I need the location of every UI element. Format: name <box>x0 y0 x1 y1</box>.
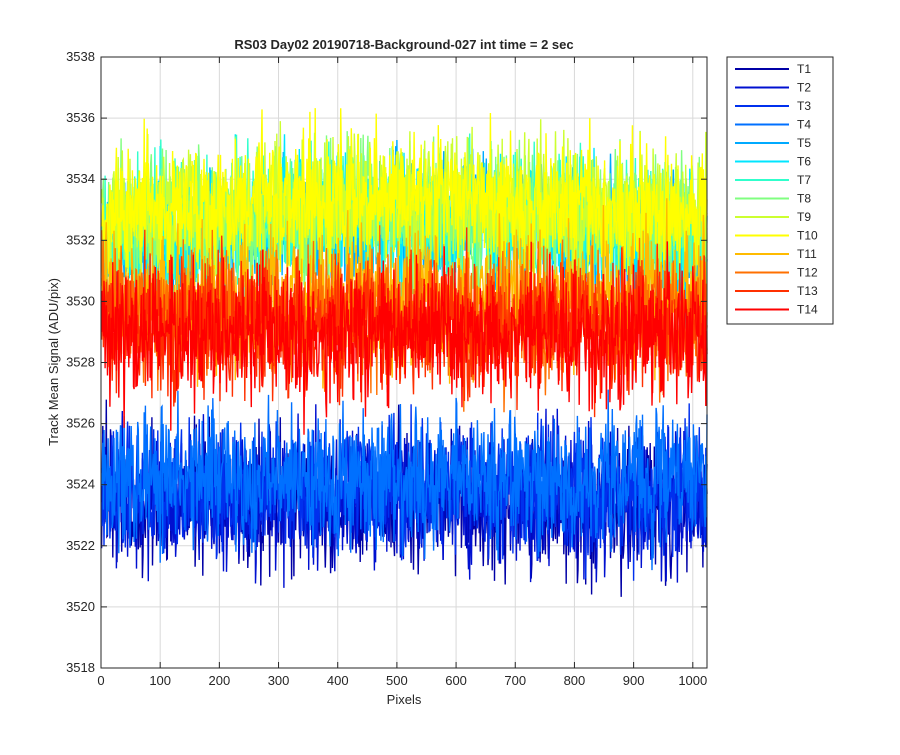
legend-label: T3 <box>797 99 811 113</box>
x-tick-label: 0 <box>97 673 104 688</box>
x-tick-label: 400 <box>327 673 349 688</box>
x-tick-label: 800 <box>564 673 586 688</box>
y-tick-label: 3534 <box>66 171 95 186</box>
series-layer <box>100 108 708 597</box>
x-tick-label: 100 <box>149 673 171 688</box>
x-tick-label: 500 <box>386 673 408 688</box>
y-tick-label: 3536 <box>66 110 95 125</box>
legend-label: T10 <box>797 229 818 243</box>
x-axis-label: Pixels <box>387 692 422 707</box>
legend-label: T12 <box>797 266 818 280</box>
y-tick-label: 3538 <box>66 49 95 64</box>
y-tick-label: 3530 <box>66 293 95 308</box>
x-tick-label: 600 <box>445 673 467 688</box>
y-tick-label: 3522 <box>66 538 95 553</box>
y-tick-label: 3524 <box>66 477 95 492</box>
x-tick-label: 700 <box>504 673 526 688</box>
legend: T1 T2 T3 T4 T5 T6 T7 T8 T9 T10 T11 T12 T13 T14 <box>726 56 834 325</box>
legend-label: T11 <box>797 247 817 261</box>
series-line-t3 <box>100 403 708 581</box>
y-axis-label: Track Mean Signal (ADU/pix) <box>46 278 61 446</box>
legend-box <box>726 56 834 325</box>
legend-label: T7 <box>797 173 811 187</box>
legend-label: T14 <box>797 303 818 317</box>
legend-label: T8 <box>797 192 811 206</box>
y-tick-label: 3532 <box>66 232 95 247</box>
y-tick-label: 3518 <box>66 660 95 675</box>
ticks: 0 100 200 300 400 500 600 700 800 900 1000 3518 3520… <box>66 49 707 688</box>
x-tick-label: 300 <box>268 673 290 688</box>
legend-label: T1 <box>797 62 811 76</box>
x-tick-label: 900 <box>623 673 645 688</box>
chart-title: RS03 Day02 20190718-Background-027 int t… <box>234 37 573 52</box>
x-tick-label: 1000 <box>678 673 707 688</box>
y-tick-label: 3520 <box>66 599 95 614</box>
legend-label: T4 <box>797 118 811 132</box>
legend-label: T9 <box>797 210 811 224</box>
legend-label: T2 <box>797 81 811 95</box>
legend-label: T13 <box>797 284 818 298</box>
y-tick-label: 3526 <box>66 416 95 431</box>
legend-label: T6 <box>797 155 811 169</box>
x-tick-label: 200 <box>209 673 231 688</box>
series-line-t4 <box>100 389 708 571</box>
legend-label: T5 <box>797 136 811 150</box>
series-line-t14 <box>100 241 708 435</box>
y-tick-label: 3528 <box>66 355 95 370</box>
